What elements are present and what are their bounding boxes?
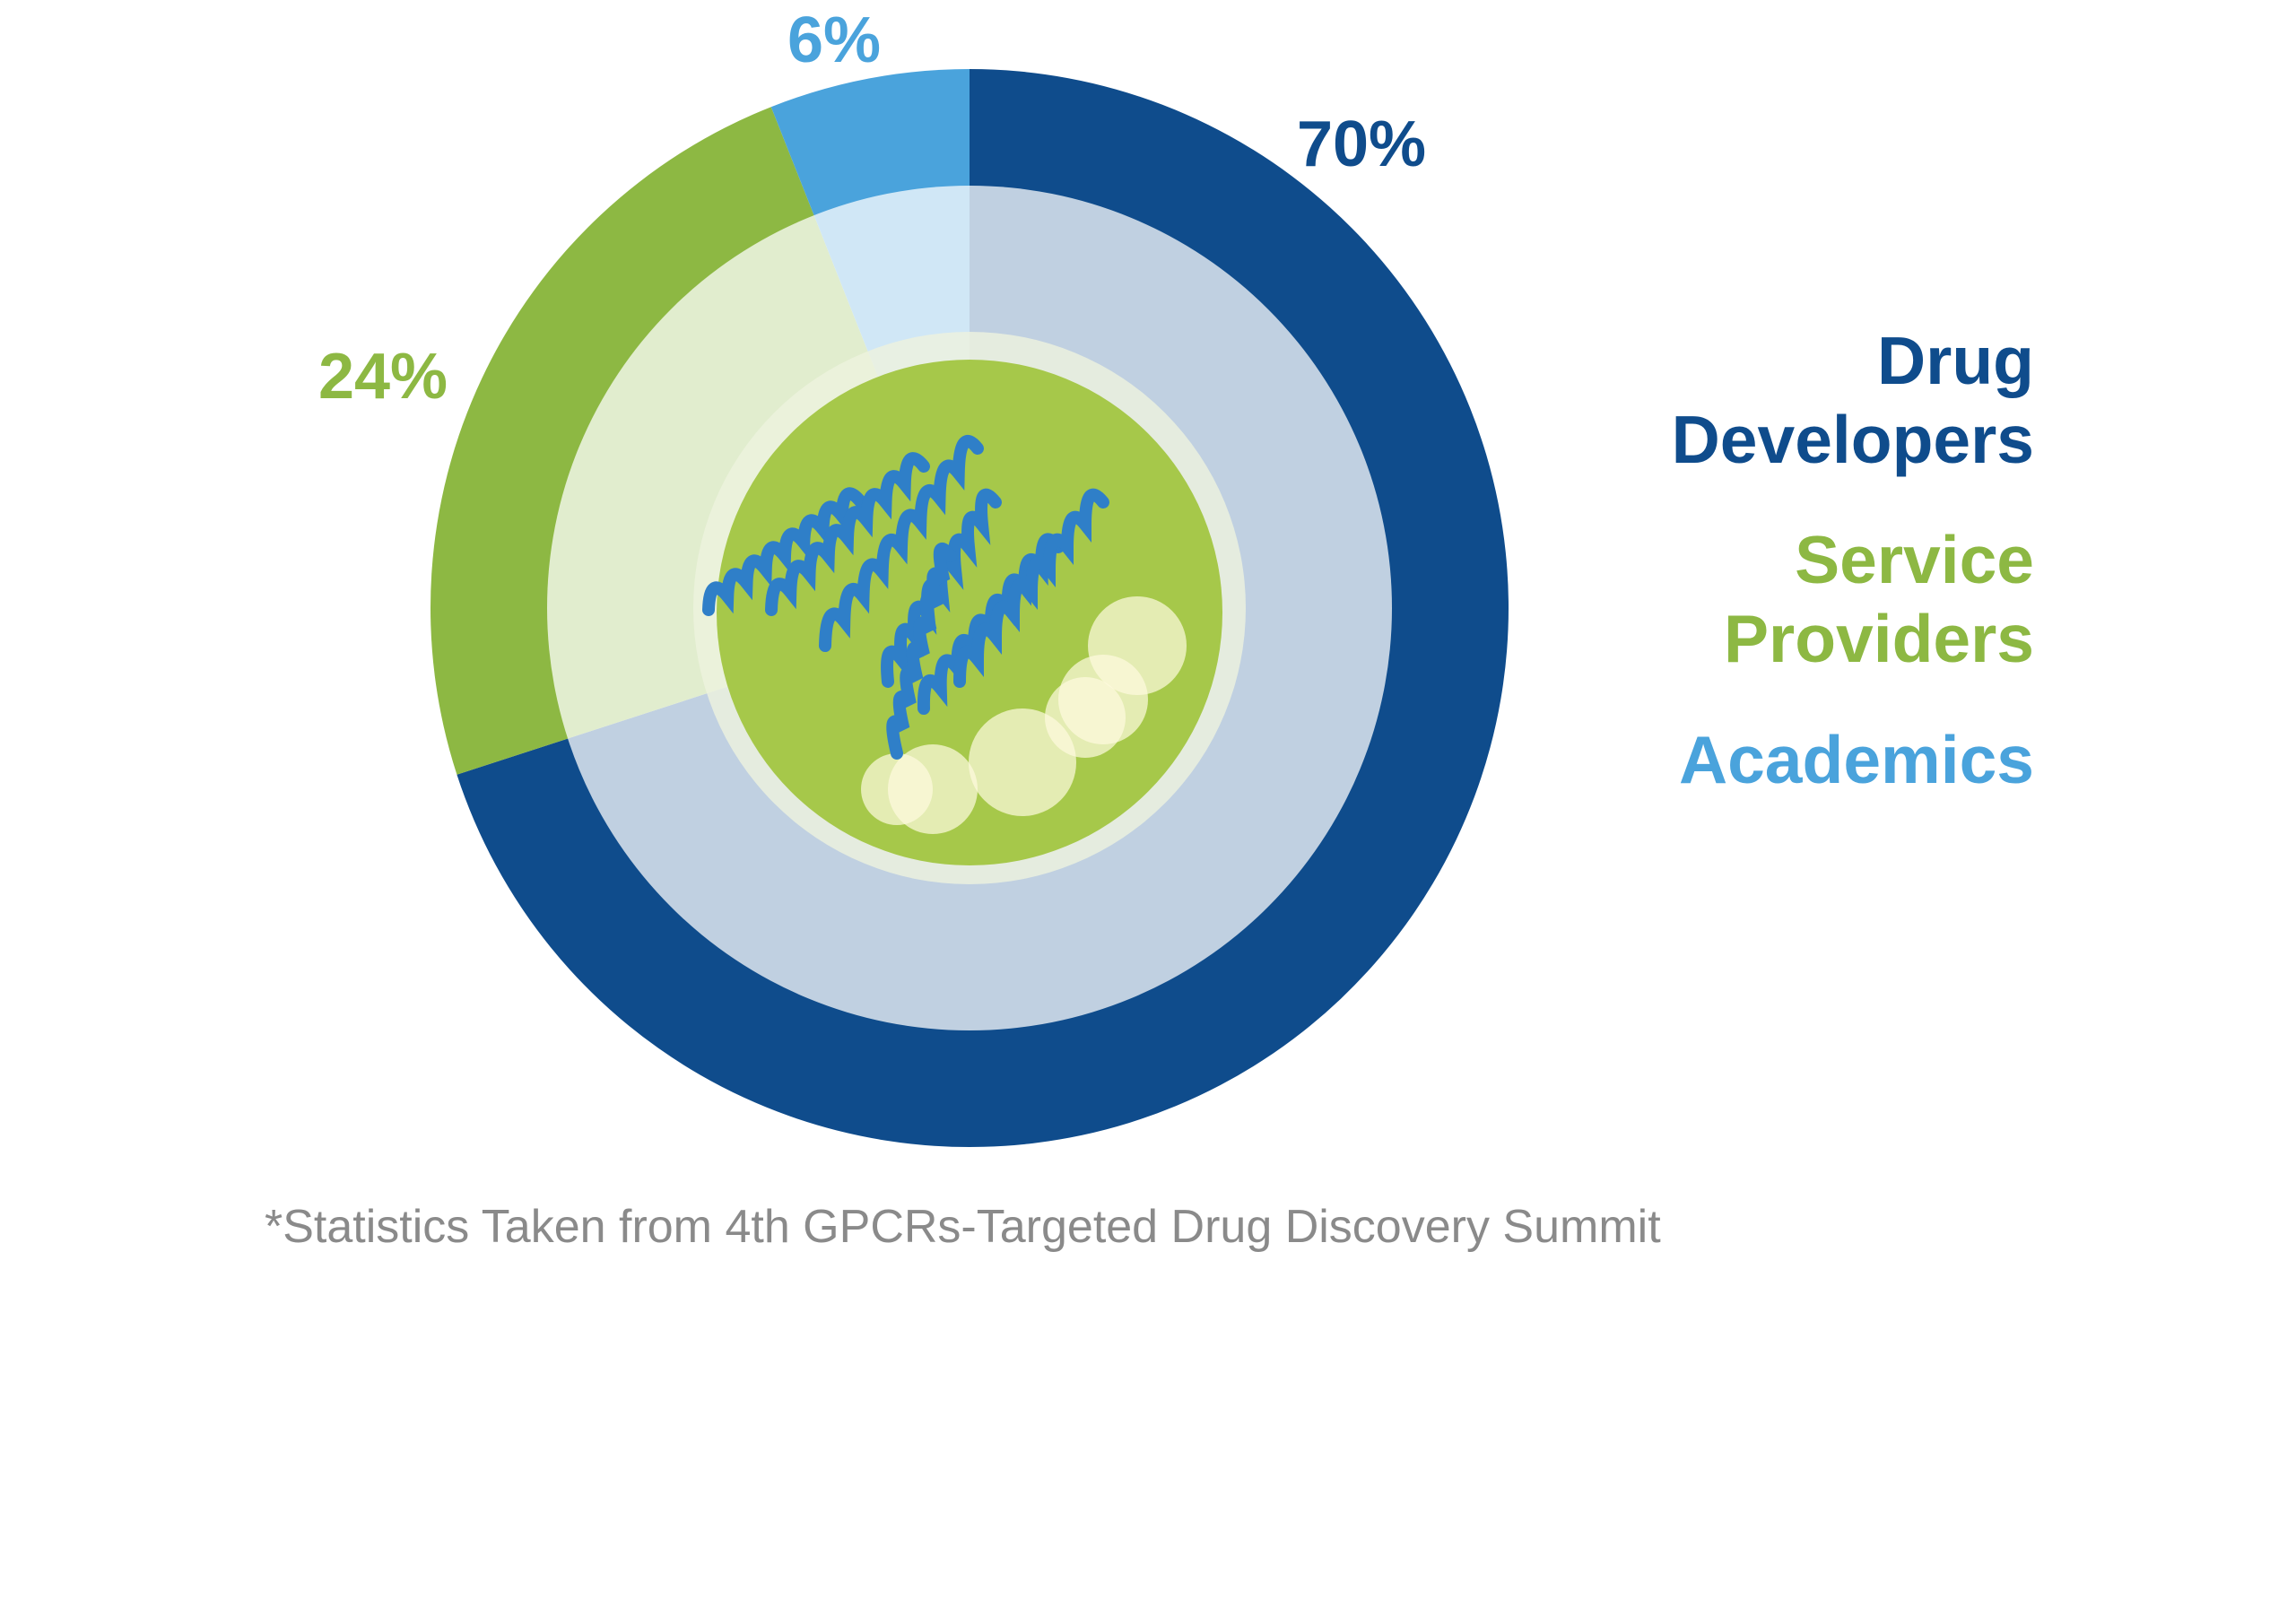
- helix: [819, 435, 984, 652]
- value-label: 24%: [318, 341, 448, 413]
- legend-entry: Drug Developers: [1671, 323, 2034, 477]
- helix: [702, 487, 867, 616]
- bubble: [1045, 677, 1126, 758]
- protein: [702, 435, 1109, 760]
- helix: [886, 542, 957, 760]
- helix: [953, 488, 1109, 688]
- helix: [765, 452, 930, 616]
- bubble: [861, 753, 933, 825]
- legend-entry: Academics: [1678, 722, 2034, 797]
- helix: [881, 488, 1002, 688]
- legend-entry: Service Providers: [1724, 522, 2034, 676]
- value-label: 70%: [1297, 109, 1426, 180]
- footnote: *Statistics Taken from 4th GPCRs-Targete…: [265, 1201, 1661, 1253]
- value-label: 6%: [787, 4, 881, 76]
